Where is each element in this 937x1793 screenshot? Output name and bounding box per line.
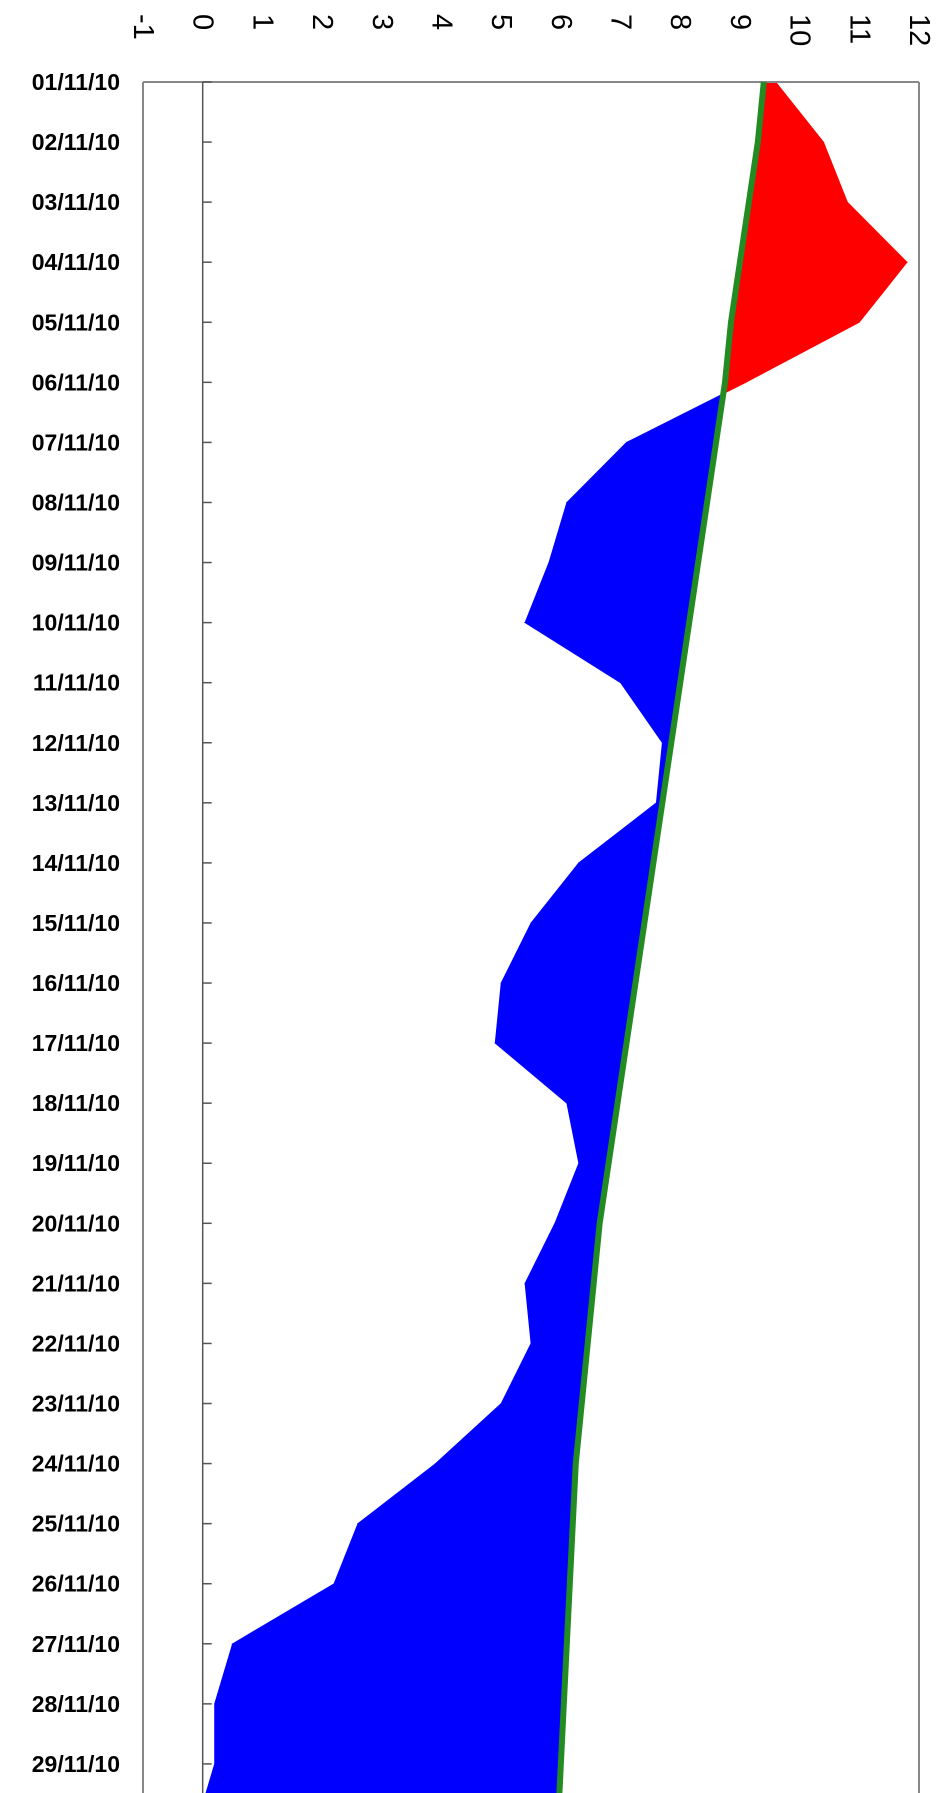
value-tick-label: 11 [843,14,875,44]
value-tick-label: 2 [306,14,338,30]
area-below-segment-25 [333,1523,574,1585]
category-label: 09/11/10 [32,550,120,576]
category-label: 14/11/10 [32,850,120,876]
value-tick-label: 10 [784,14,816,46]
category-label: 04/11/10 [32,249,120,275]
category-label: 17/11/10 [32,1030,120,1056]
category-label: 18/11/10 [32,1090,120,1116]
value-tick-label: 3 [366,14,398,30]
value-tick-label: 7 [605,14,637,30]
category-label: 24/11/10 [32,1451,120,1477]
category-labels: 01/11/10 02/11/10 03/11/10 04/11/10 05/11/10… [32,69,120,1777]
value-tick-label: 4 [425,14,457,30]
category-label: 19/11/10 [32,1150,120,1176]
category-label: 11/11/10 [33,670,120,696]
value-tick-label: 12 [903,14,935,46]
category-label: 05/11/10 [32,309,120,335]
baseline-layer [556,81,767,1793]
category-label: 22/11/10 [32,1330,120,1356]
category-label: 02/11/10 [32,129,120,155]
category-label: 03/11/10 [32,189,120,215]
value-tick-label: 0 [187,14,219,30]
category-label: 21/11/10 [32,1270,120,1296]
value-tick-label: -1 [127,14,159,40]
plot-frame [142,81,920,1793]
value-tick-label: 1 [246,14,278,30]
baseline-series-line [556,81,767,1793]
category-label: 28/11/10 [32,1691,120,1717]
area-below-segment-27 [214,1643,568,1705]
area-below-segment-8 [548,502,708,563]
category-label: 27/11/10 [32,1631,120,1657]
category-label: 01/11/10 [32,69,120,95]
value-tick-label: 5 [485,14,517,30]
category-label: 23/11/10 [32,1391,120,1417]
category-label: 29/11/10 [32,1751,120,1777]
category-label: 10/11/10 [32,610,120,636]
area-below-segment-21 [524,1282,595,1344]
category-label: 08/11/10 [32,489,120,515]
category-label: 25/11/10 [32,1511,120,1537]
value-tick-label: 9 [724,14,756,30]
area-below-segment-29 [205,1763,562,1793]
category-label: 12/11/10 [32,730,120,756]
fill-layer [205,81,909,1793]
category-label: 15/11/10 [32,910,120,936]
zero-axis [201,81,212,1793]
value-tick-label: 8 [664,14,696,30]
value-tick-labels: -1 0 1 2 3 4 5 6 7 8 9 10 11 12 [127,14,935,46]
area-below-segment-28 [214,1703,565,1765]
category-label: 26/11/10 [32,1571,120,1597]
category-label: 06/11/10 [32,369,120,395]
area-below-segment-9 [524,562,699,624]
value-tick-label: 6 [545,14,577,30]
category-label: 16/11/10 [32,970,120,996]
category-label: 13/11/10 [32,790,120,816]
area-below-segment-16 [494,982,636,1044]
category-label: 07/11/10 [32,429,120,455]
category-label: 20/11/10 [32,1210,120,1236]
